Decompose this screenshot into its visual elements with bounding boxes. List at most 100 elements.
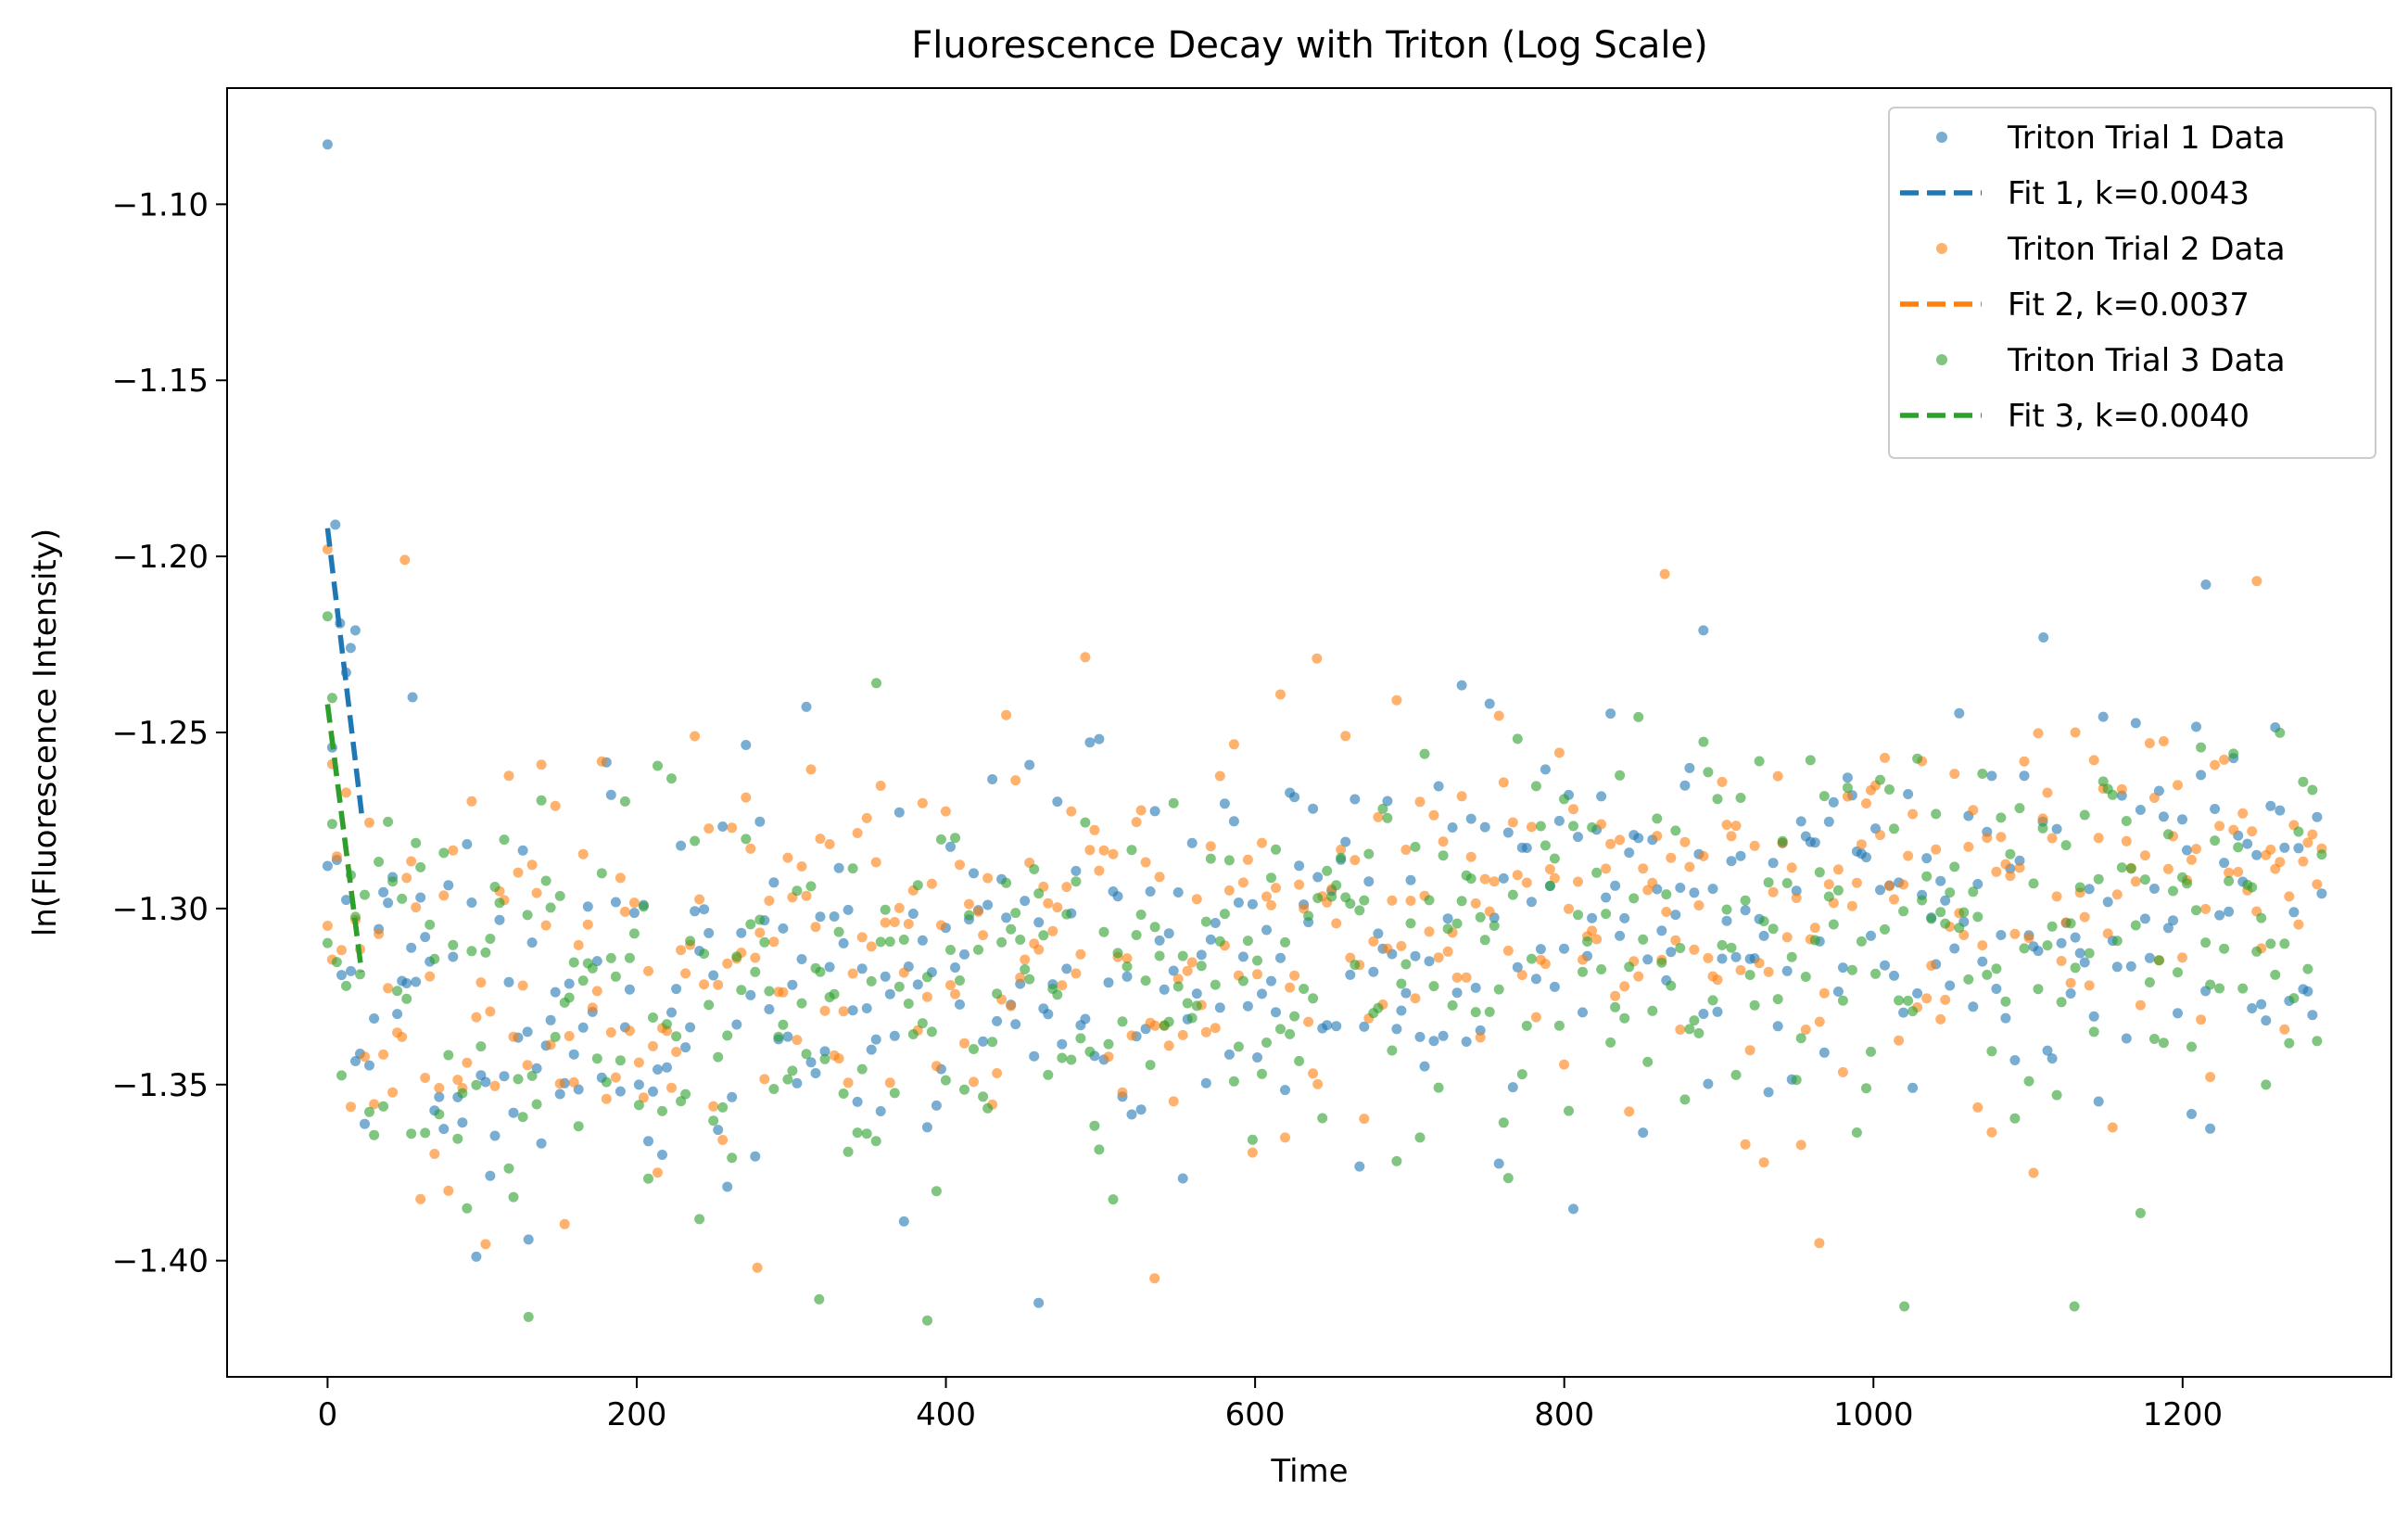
data-point (2074, 882, 2085, 893)
data-point (1703, 952, 1714, 963)
data-point (540, 920, 551, 931)
data-point (1605, 1037, 1616, 1048)
data-point (2125, 863, 2136, 874)
data-point (522, 1026, 533, 1038)
data-point (1419, 748, 1430, 759)
data-point (1257, 988, 1267, 999)
data-point (1326, 891, 1337, 902)
data-point (875, 781, 886, 791)
data-point (1223, 855, 1235, 866)
data-point (1475, 911, 1486, 923)
data-point (420, 1127, 431, 1139)
data-point (591, 1053, 602, 1064)
data-point (768, 877, 779, 888)
data-point (536, 795, 547, 806)
data-point (662, 1019, 672, 1030)
data-point (1735, 964, 1746, 975)
data-point (1382, 796, 1393, 807)
data-point (1447, 822, 1458, 833)
data-point (2275, 857, 2286, 868)
data-point (722, 958, 733, 969)
data-point (1252, 1052, 1262, 1063)
data-point (2079, 911, 2090, 923)
data-point (893, 807, 905, 818)
data-point (2186, 1041, 2197, 1052)
data-point (1428, 1036, 1439, 1047)
data-point (1512, 961, 1523, 973)
data-point (466, 796, 477, 807)
data-point (1172, 887, 1184, 898)
data-point (1186, 1012, 1198, 1024)
data-point (680, 968, 691, 979)
data-point (471, 1012, 482, 1023)
data-point (1875, 885, 1885, 896)
data-point (1108, 1194, 1119, 1205)
data-point (610, 897, 621, 908)
data-point (1373, 811, 1384, 822)
data-point (1647, 1005, 1658, 1016)
data-point (898, 1216, 909, 1227)
data-point (945, 980, 956, 990)
data-point (345, 643, 356, 654)
data-point (1052, 902, 1063, 913)
data-point (1210, 918, 1221, 928)
data-point (596, 868, 607, 879)
data-point (568, 1049, 579, 1060)
data-point (1596, 819, 1607, 830)
data-point (1777, 835, 1788, 847)
data-point (917, 935, 928, 946)
data-point (554, 1078, 565, 1089)
data-point (1884, 784, 1895, 795)
data-point (2079, 809, 2090, 821)
y-tick-label: −1.25 (112, 715, 209, 752)
data-point (1071, 865, 1082, 876)
data-point (587, 1002, 598, 1013)
data-point (462, 839, 473, 849)
data-point (1707, 884, 1718, 895)
data-point (1624, 1106, 1635, 1117)
data-point (2256, 999, 2267, 1010)
data-point (2042, 787, 2053, 798)
data-point (750, 1151, 761, 1162)
data-point (2173, 780, 2183, 791)
data-point (1475, 1025, 1486, 1036)
data-point (1800, 1025, 1811, 1035)
data-point (2042, 1045, 2053, 1056)
data-point (1559, 794, 1569, 805)
data-point (1094, 733, 1105, 745)
data-point (1247, 898, 1258, 910)
data-point (1791, 893, 1802, 903)
data-point (2210, 804, 2221, 814)
data-point (1526, 953, 1537, 964)
data-point (2139, 850, 2150, 861)
data-point (1758, 916, 1769, 927)
data-point (866, 975, 877, 987)
data-point (1214, 936, 1225, 947)
data-point (796, 861, 807, 872)
data-point (1889, 970, 1899, 981)
data-point (1438, 850, 1449, 861)
data-point (350, 1056, 361, 1066)
data-point (1689, 887, 1700, 898)
data-point (480, 1239, 491, 1250)
data-point (1210, 1023, 1221, 1034)
data-point (443, 880, 454, 891)
data-point (889, 1088, 900, 1099)
data-point (759, 936, 770, 948)
data-point (1749, 999, 1760, 1011)
data-point (336, 1070, 347, 1081)
data-point (752, 1262, 763, 1273)
data-point (1578, 1007, 1588, 1018)
data-point (1578, 966, 1588, 977)
data-point (708, 970, 719, 981)
data-point (1163, 928, 1174, 939)
data-point (1633, 711, 1644, 722)
data-point (1275, 952, 1286, 963)
data-point (907, 909, 919, 919)
data-point (1066, 1054, 1077, 1065)
data-point (2093, 1096, 2104, 1107)
data-point (1214, 770, 1225, 782)
data-point (1280, 1132, 1290, 1143)
data-point (429, 1149, 440, 1159)
data-point (1261, 924, 1272, 936)
